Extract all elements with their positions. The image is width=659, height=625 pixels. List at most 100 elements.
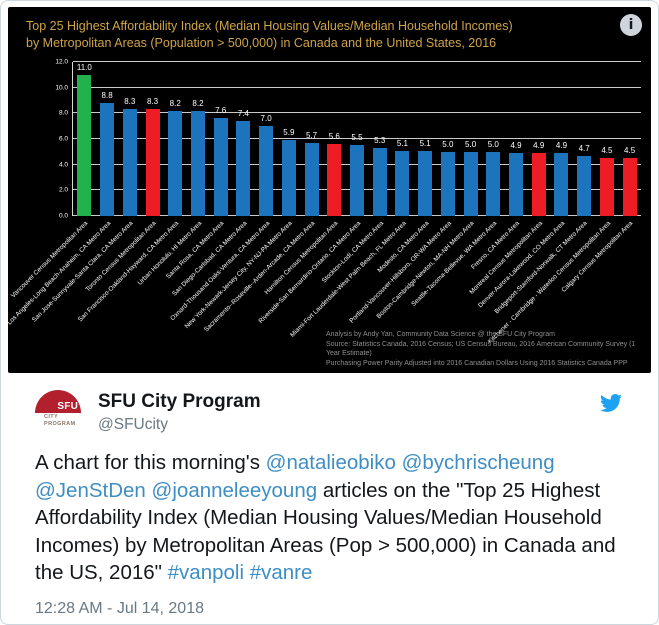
tweet-text-segment: articles on the "Top 25 Highest Affordab… xyxy=(35,478,616,585)
author-handle[interactable]: @SFUcity xyxy=(98,416,168,433)
bar-value-label: 8.8 xyxy=(101,91,113,101)
bar-value-label: 8.2 xyxy=(169,98,181,108)
bar xyxy=(372,147,387,216)
twitter-bird-icon[interactable] xyxy=(598,392,624,419)
x-axis-label: Los Angeles-Long Beach-Anaheim, CA Metro… xyxy=(5,220,113,327)
mention-link[interactable]: @joanneleeyoung xyxy=(151,478,318,502)
x-axis-label: San Jose-Sunnyvale-Santa Clara, CA Metro… xyxy=(31,220,135,324)
bar-slot: 5.7 Sacramento--Roseville--Arden-Arcade, … xyxy=(203,62,323,333)
bar-value-label: 5.6 xyxy=(328,132,340,142)
bar-value-label: 5.5 xyxy=(351,133,363,143)
bar-value-label: 4.5 xyxy=(601,146,613,156)
bar-slot: 8.2 Urban Honolulu, HI Metro Area xyxy=(136,62,210,287)
sfu-logo-text: SFU xyxy=(57,401,78,412)
mention-link[interactable]: @natalieobiko xyxy=(265,451,396,474)
bar xyxy=(599,158,614,216)
gridline xyxy=(73,86,641,88)
y-axis-tick-label: 4.0 xyxy=(58,161,68,169)
bars-layer: 11.0 Vancouver Census Metropolitan Area 8.… xyxy=(6,62,641,345)
y-axis-tick-label: 0.0 xyxy=(58,212,68,220)
sfu-logo-dome: SFU xyxy=(35,390,81,413)
chart-title-line2: by Metropolitan Areas (Population > 500,… xyxy=(26,36,497,50)
bar-slot: 5.1 Miami-Fort Lauderdale-West Palm Beach… xyxy=(289,62,414,339)
gridline xyxy=(73,112,641,114)
bar-slot: 5.5 Riverside-San Bernardino-Ontario, CA … xyxy=(257,62,369,325)
hashtag-link[interactable]: #vanre xyxy=(249,561,313,584)
bar-value-label: 8.3 xyxy=(146,97,159,107)
bar-value-label: 5.3 xyxy=(374,135,386,145)
bar xyxy=(213,118,228,216)
bar xyxy=(304,142,319,216)
bar-value-label: 5.1 xyxy=(396,138,408,148)
bar-slot: 5.0 Portland-Vancouver-Hillsboro, OR-WA M… xyxy=(348,62,460,325)
tweet-media-chart-image[interactable]: Top 25 Highest Affordability Index (Medi… xyxy=(6,7,651,373)
bar-value-label: 11.0 xyxy=(76,62,92,72)
bar-slot: 8.8 Los Angeles-Long Beach-Anaheim, CA Me… xyxy=(6,62,119,326)
bar xyxy=(259,126,274,216)
bar xyxy=(77,74,92,216)
gridline xyxy=(73,138,641,139)
tweet-timestamp[interactable]: 12:28 AM - Jul 14, 2018 xyxy=(35,599,204,617)
tweet-text-segment: A chart for this morning's xyxy=(35,451,266,474)
bar-slot: 4.5 Kitchener - Cambridge - Waterloo Cens… xyxy=(486,62,619,345)
mention-link[interactable]: @bychrischeung xyxy=(401,451,555,474)
bar-slot: 5.0 Seattle-Tacoma-Bellevue, WA Metro Are… xyxy=(410,62,505,308)
y-axis-tick-label: 6.0 xyxy=(58,135,68,143)
bar-slot: 5.6 Hamilton Census Metropolitan Area xyxy=(263,62,346,296)
bar-value-label: 8.3 xyxy=(124,97,136,107)
gridline xyxy=(73,61,641,62)
bar xyxy=(145,109,160,216)
bar xyxy=(486,151,501,216)
bar xyxy=(236,121,251,216)
bar-value-label: 5.1 xyxy=(419,138,431,148)
bar-value-label: 4.7 xyxy=(578,143,590,153)
bar xyxy=(168,110,183,216)
bar-value-label: 7.4 xyxy=(237,109,249,119)
author-block: SFU City Program @SFUcity xyxy=(98,390,261,434)
mention-link[interactable]: @JenStDen xyxy=(35,478,146,502)
bar xyxy=(349,145,364,216)
bar-slot: 4.9 Denver-Aurora-Lakewood, CO Metro Area xyxy=(477,62,573,309)
author-name[interactable]: SFU City Program xyxy=(98,391,261,412)
bar xyxy=(509,153,524,216)
bar-value-label: 4.9 xyxy=(510,141,522,151)
bar-slot: 4.9 Fresno, CA Metro Area xyxy=(470,62,528,271)
bar xyxy=(554,153,569,216)
avatar[interactable]: SFU CITY PROGRAM xyxy=(35,390,85,427)
bar-slot: 5.0 Boston-Cambridge-Newton, MA-NH Metro … xyxy=(375,62,482,320)
bar-slot: 8.3 San Jose-Sunnyvale-Santa Clara, CA Me… xyxy=(31,62,141,324)
bar-slot: 5.9 New York-Newark-Jersey City, NY-NJ-PA… xyxy=(184,62,300,330)
chart-title: Top 25 Highest Affordability Index (Medi… xyxy=(8,7,651,52)
y-axis-tick-label: 8.0 xyxy=(58,109,68,117)
bar xyxy=(395,150,410,216)
bar-slot: 4.5 Calgary Census Metropolitan Area xyxy=(561,62,641,294)
bar xyxy=(418,150,433,216)
chart-title-line1: Top 25 Highest Affordability Index (Medi… xyxy=(26,19,513,33)
bar-chart-plot-area: 0.0 2.0 4.0 6.0 8.0 10.0 12.0 11.0 Vancouver Ce… xyxy=(6,59,641,345)
chart-note-line: Purchasing Power Parity Adjusted into 20… xyxy=(326,359,628,367)
chart-note-line: Source: Statistics Canada, 2016 Census; … xyxy=(326,340,636,358)
bar xyxy=(281,140,296,216)
bar-value-label: 5.7 xyxy=(305,130,318,140)
bar xyxy=(327,144,342,216)
bar-slot: 7.4 San Diego-Carlsbad, CA Metro Area xyxy=(171,62,255,298)
y-axis-tick-label: 10.0 xyxy=(55,84,68,92)
bar-value-label: 4.5 xyxy=(624,146,636,156)
bar xyxy=(122,109,137,216)
x-axis-label: New York-Newark-Jersey City, NY-NJ-PA Me… xyxy=(183,220,294,331)
y-axis-tick-label: 2.0 xyxy=(58,186,68,194)
tweet-text: A chart for this morning's @natalieobiko… xyxy=(35,449,624,587)
bar-value-label: 5.0 xyxy=(487,139,499,149)
info-icon[interactable]: i xyxy=(620,14,642,36)
bar-value-label: 5.9 xyxy=(283,128,295,138)
tweet-header: SFU CITY PROGRAM SFU City Program @SFUci… xyxy=(35,390,624,434)
bar-slot: 4.7 Bridgeport-Stamford-Norwalk, CT Metro… xyxy=(494,62,596,315)
hashtag-link[interactable]: #vanpoli xyxy=(167,561,245,584)
y-axis-tick-label: 12.0 xyxy=(55,58,68,66)
bar-slot: 8.2 San Francisco-Oakland-Hayward, CA Met… xyxy=(77,62,187,323)
bar-slot: 8.3 Toronto Census Metropolitan Area xyxy=(84,62,164,293)
bar xyxy=(440,151,455,216)
bar xyxy=(577,155,592,216)
bar-slot: 7.0 Oxnard-Thousand Oaks-Ventura, CA Metr… xyxy=(169,62,278,322)
